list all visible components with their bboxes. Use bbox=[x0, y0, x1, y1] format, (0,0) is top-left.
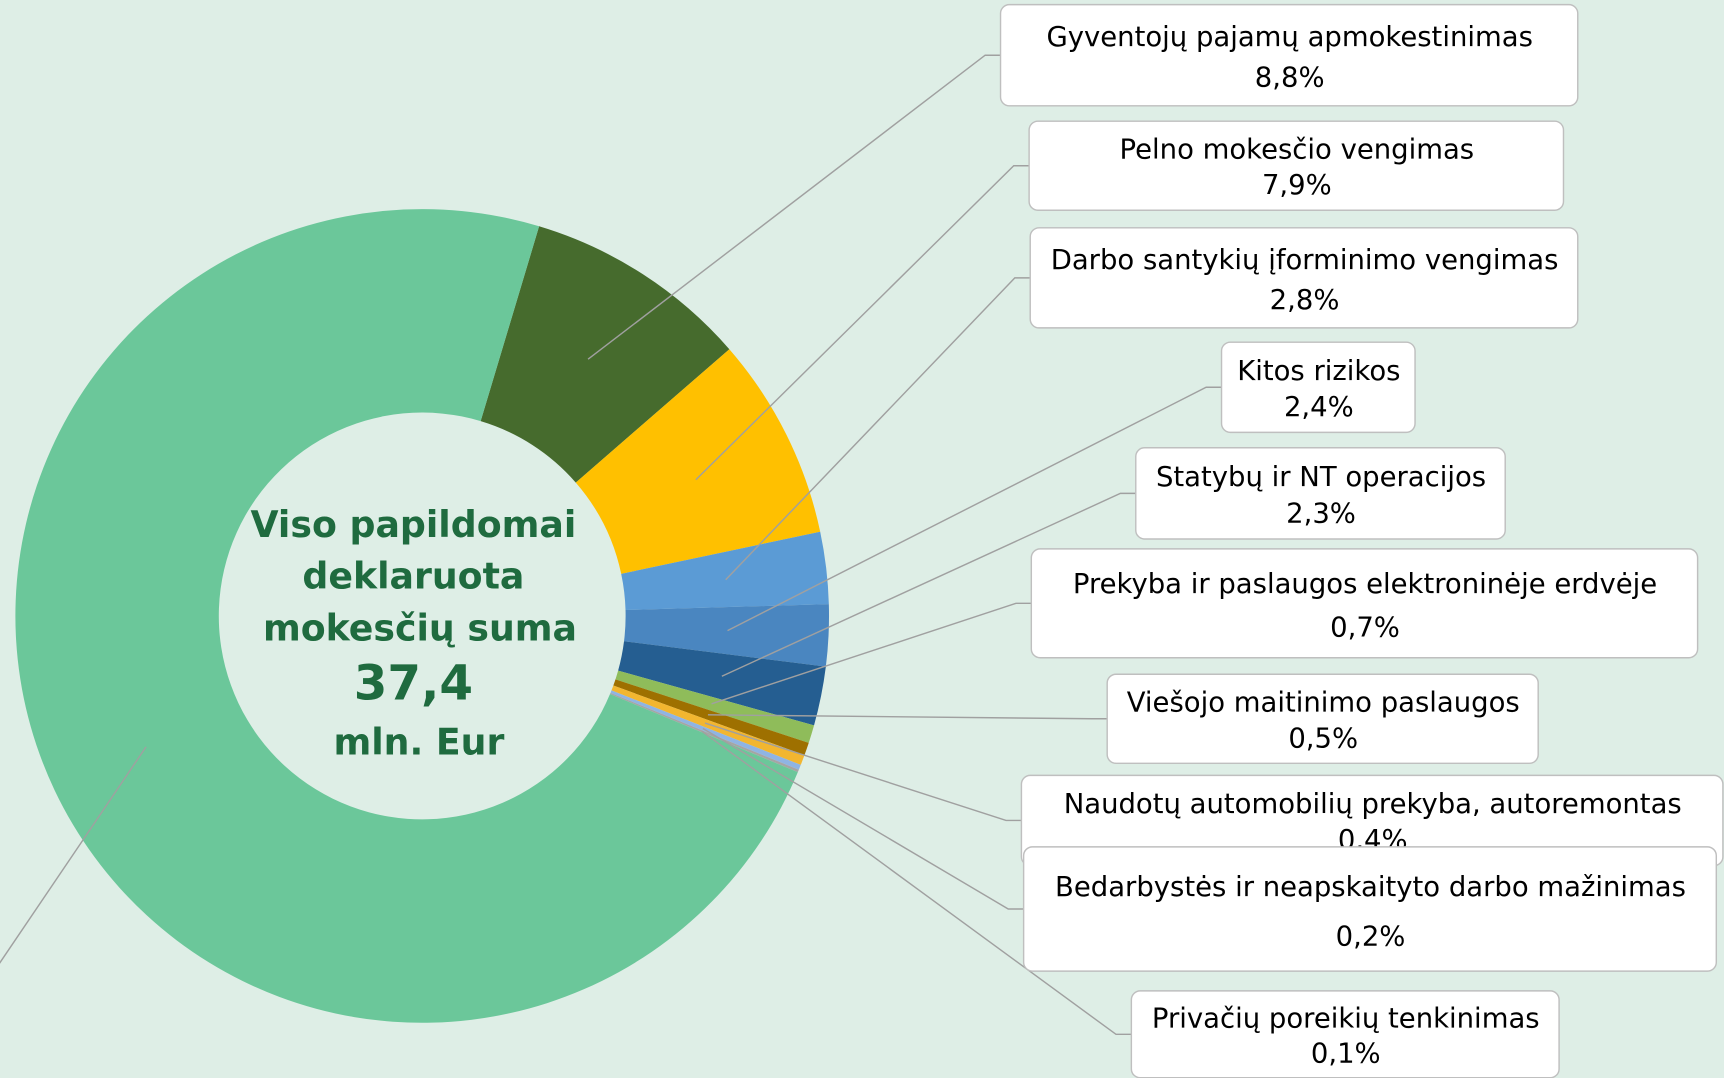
slice bbox=[615, 670, 815, 743]
value-label: 0,1% bbox=[1311, 1037, 1381, 1069]
category-label: Naudotų automobilių prekyba, autoremonta… bbox=[1064, 788, 1682, 820]
leader-line bbox=[587, 54, 1001, 360]
label-box bbox=[1022, 846, 1718, 972]
leader-line bbox=[725, 277, 1031, 581]
leader-line bbox=[707, 714, 1108, 720]
center-line: mokesčių suma bbox=[263, 606, 577, 649]
label-box bbox=[1029, 227, 1579, 329]
label-box bbox=[999, 3, 1579, 107]
category-label: Statybų ir NT operacijos bbox=[1156, 461, 1486, 493]
center-unit: mln. Eur bbox=[333, 721, 504, 764]
value-label: 2,3% bbox=[1286, 497, 1356, 529]
category-label: Prekyba ir paslaugos elektroninėje erdvė… bbox=[1073, 568, 1657, 600]
leader-line bbox=[721, 492, 1136, 677]
category-label: Kitos rizikos bbox=[1237, 355, 1400, 387]
category-label: Gyventojų pajamų apmokestinimas bbox=[1046, 21, 1532, 53]
category-label: Pelno mokesčio vengimas bbox=[1120, 134, 1475, 166]
value-label: 2,4% bbox=[1284, 391, 1354, 423]
category-label: Viešojo maitinimo paslaugos bbox=[1127, 687, 1520, 719]
label-box bbox=[1220, 341, 1416, 434]
leader-line bbox=[695, 165, 1030, 481]
leader-line bbox=[711, 602, 1032, 705]
slice bbox=[618, 641, 826, 726]
leader-line bbox=[701, 730, 1132, 1036]
leader-line bbox=[702, 727, 1024, 910]
value-label: 7,9% bbox=[1262, 169, 1332, 201]
value-label: 0,5% bbox=[1288, 722, 1358, 754]
category-label: Bedarbystės ir neapskaityto darbo mažini… bbox=[1055, 871, 1686, 903]
slice bbox=[611, 685, 805, 765]
value-label: 0,2% bbox=[1336, 921, 1406, 953]
label-box bbox=[1135, 447, 1506, 540]
label-box bbox=[1106, 673, 1539, 765]
leader-line bbox=[727, 386, 1222, 632]
leader-line bbox=[0, 746, 147, 964]
leader-line bbox=[704, 722, 1022, 822]
center-total: 37,4 bbox=[354, 655, 473, 711]
slice bbox=[621, 531, 829, 611]
label-box bbox=[1030, 548, 1699, 659]
value-label: 8,8% bbox=[1255, 61, 1325, 93]
label-box bbox=[1028, 120, 1565, 211]
slice bbox=[613, 679, 809, 756]
center-line: Viso papildomai bbox=[251, 503, 577, 546]
value-label: 0,7% bbox=[1330, 611, 1400, 643]
category-label: Privačių poreikių tenkinimas bbox=[1152, 1003, 1540, 1035]
slice bbox=[575, 349, 821, 574]
value-label: 2,8% bbox=[1270, 284, 1340, 316]
slice bbox=[480, 226, 730, 483]
center-line: deklaruota bbox=[302, 555, 524, 598]
category-label: Darbo santykių įforminimo vengimas bbox=[1051, 244, 1559, 276]
slice bbox=[15, 209, 798, 1023]
